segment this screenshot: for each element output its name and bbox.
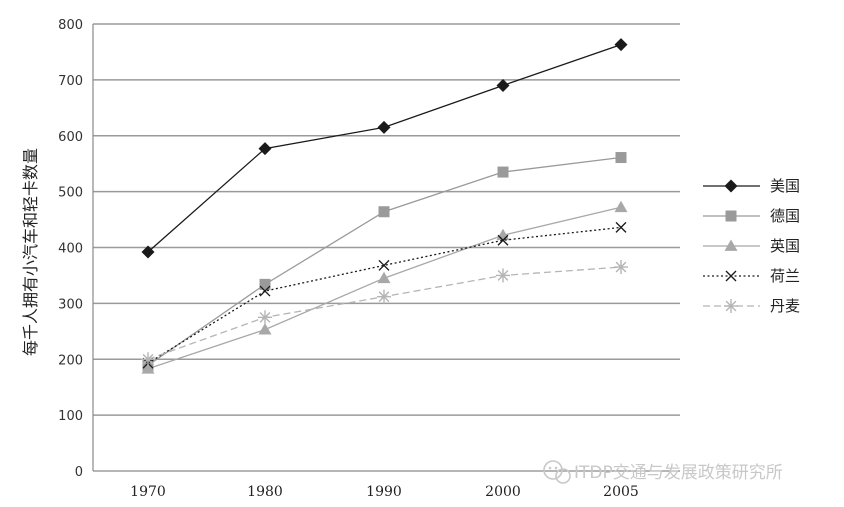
x-tick-label: 1970 (130, 484, 166, 500)
data-point (377, 271, 391, 284)
data-point (141, 245, 155, 259)
legend-marker (724, 179, 738, 193)
x-tick-labels: 1970 1980 1990 2000 2005 (130, 484, 639, 500)
watermark: ITDP交通与发展政策研究所 (543, 460, 783, 484)
data-point (258, 142, 272, 156)
y-tick-label: 0 (75, 465, 83, 480)
legend-marker (725, 210, 737, 222)
legend-item: 荷兰 (703, 267, 800, 285)
y-tick-label: 700 (58, 74, 83, 89)
legend-marker (724, 239, 738, 251)
series-2 (142, 152, 627, 371)
x-tick-label: 1980 (247, 484, 283, 500)
data-point (496, 268, 510, 283)
data-point (377, 120, 391, 134)
legend-label: 美国 (770, 177, 800, 195)
legend-label: 德国 (770, 207, 800, 225)
data-point (141, 352, 155, 367)
data-point (259, 285, 271, 297)
y-tick-labels: 0 100 200 300 400 500 600 700 800 (58, 18, 83, 480)
data-point (378, 259, 390, 271)
data-point (377, 289, 391, 304)
data-point (615, 152, 627, 164)
series-3 (141, 200, 628, 374)
data-point (378, 206, 390, 218)
data-point (614, 200, 628, 213)
y-tick-label: 300 (58, 297, 83, 312)
x-tick-label: 1990 (366, 484, 402, 500)
x-tick-label: 2000 (485, 484, 521, 500)
y-tick-label: 100 (58, 409, 83, 424)
data-point (614, 38, 628, 52)
series-1 (141, 38, 628, 259)
watermark-text: ITDP交通与发展政策研究所 (574, 463, 783, 483)
y-tick-label: 500 (58, 186, 83, 201)
data-point (614, 260, 628, 275)
series-5 (141, 260, 628, 367)
x-tick-label: 2005 (603, 484, 639, 500)
legend-item: 美国 (703, 177, 800, 195)
axes (92, 24, 680, 472)
y-tick-label: 600 (58, 130, 83, 145)
series-line (147, 226, 622, 364)
legend-label: 英国 (770, 237, 800, 255)
series-line (147, 206, 622, 370)
data-point (497, 166, 509, 178)
data-point (141, 362, 155, 374)
data-point (496, 78, 510, 92)
legend-item: 英国 (703, 237, 800, 255)
legend-item: 德国 (703, 207, 800, 225)
wechat-icon (543, 460, 571, 484)
legend-marker (725, 270, 737, 282)
legend-marker (724, 299, 738, 313)
legend-label: 荷兰 (770, 267, 800, 285)
data-point (615, 221, 627, 233)
data-point (258, 323, 272, 335)
data-point (497, 234, 509, 246)
y-axis-label: 每千人拥有小汽车和轻卡数量 (21, 148, 40, 356)
data-point (259, 278, 271, 290)
legend-label: 丹麦 (770, 297, 800, 315)
y-tick-label: 200 (58, 353, 83, 368)
grid-lines (93, 23, 680, 416)
series-line (147, 44, 622, 253)
series-group (141, 38, 628, 374)
legend-item: 丹麦 (703, 297, 800, 315)
y-tick-label: 400 (58, 242, 83, 257)
data-point (258, 310, 272, 325)
y-tick-label: 800 (58, 18, 83, 33)
